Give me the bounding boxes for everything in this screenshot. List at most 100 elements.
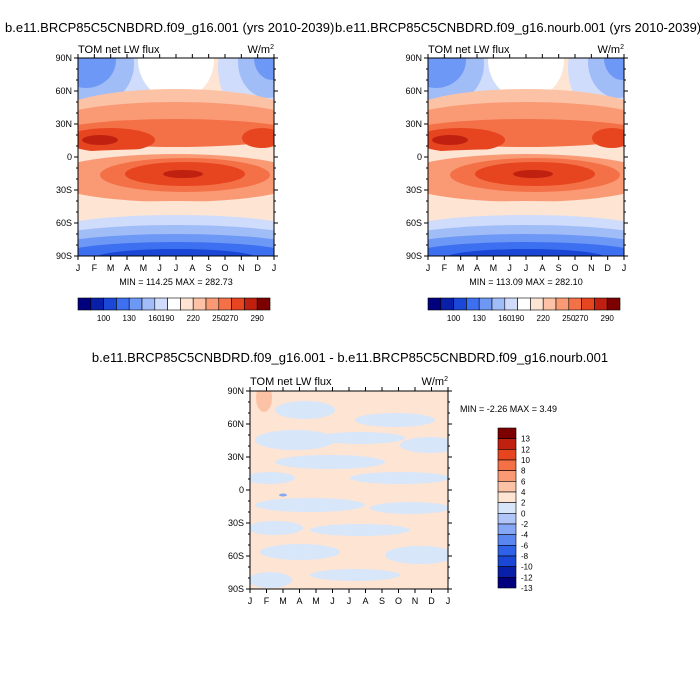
panel-3-y-tick-label: 60N — [227, 419, 244, 429]
panel-3-colorbar-swatch — [497, 555, 517, 567]
panel-3-colorbar-label: -12 — [521, 573, 533, 582]
panel-3-variable-label: TOM net LW flux — [250, 376, 332, 388]
panel-1-colorbar-label: 250 — [212, 314, 226, 323]
panel-3-y-tick-label: 90S — [228, 584, 244, 594]
panel-3-units: W/m2 — [421, 376, 448, 388]
panel-2-units-sup: 2 — [620, 44, 624, 51]
panel-3-colorbar-swatch — [497, 491, 517, 503]
panel-1-x-tick-label: S — [206, 263, 212, 273]
panel-1-colorbar-swatch — [77, 297, 92, 311]
panel-2-colorbar-swatch — [478, 297, 493, 311]
panel-1-x-tick-label: M — [107, 263, 115, 273]
panel-2-x-tick-label: O — [571, 263, 578, 273]
panel-2-colorbar: 100 130 160 190 220 250 270 290 — [427, 297, 621, 323]
panel-2-stats: MIN = 113.09 MAX = 282.10 — [469, 277, 582, 287]
panel-1-colorbar-label: 100 — [97, 314, 111, 323]
panel-3-y-tick-label: 30S — [228, 518, 244, 528]
panel-2-units-base: W/m — [597, 44, 620, 56]
panel-3-colorbar-label: 0 — [521, 509, 526, 518]
panel-1-units: W/m2 — [247, 44, 274, 56]
panel-2-y-tick-label: 0 — [417, 152, 422, 162]
panel-2-y-tick-label: 30S — [406, 185, 422, 195]
panel-2-y-tick-label: 60S — [406, 218, 422, 228]
panel-3-x-tick-label: F — [264, 596, 270, 606]
panel-1-title: b.e11.BRCP85C5CNBDRD.f09_g16.001 (yrs 20… — [5, 20, 334, 35]
panel-3-y-tick-label: 60S — [228, 551, 244, 561]
panel-2-x-tick-label: J — [524, 263, 529, 273]
panel-1-x-tick-label: J — [76, 263, 81, 273]
panel-1-colorbar-swatch — [90, 297, 104, 311]
panel-3-colorbar-label: -8 — [521, 552, 529, 561]
panel-2-colorbar-swatch — [517, 297, 531, 311]
panel-3-contours — [250, 391, 448, 588]
panel-3-colorbar-label: 4 — [521, 488, 526, 497]
panel-3-x-tick-label: A — [362, 596, 368, 606]
panel-3-colorbar-swatch — [497, 427, 517, 439]
panel-3-colorbar-swatch — [497, 545, 517, 557]
panel-2-y-tick-label: 90N — [405, 53, 422, 63]
panel-1-colorbar-label: 190 — [161, 314, 175, 323]
panel-1-y-tick-label: 60S — [56, 218, 72, 228]
panel-2-x-tick-label: J — [622, 263, 627, 273]
panel-1-colorbar-label: 270 — [225, 314, 239, 323]
panel-3-colorbar-label: 10 — [521, 456, 530, 465]
panel-2-x-tick-label: J — [507, 263, 512, 273]
panel-2-colorbar-swatch — [453, 297, 467, 311]
panel-1-colorbar-swatch — [141, 297, 156, 311]
panel-2-colorbar-label: 290 — [601, 314, 615, 323]
panel-3-colorbar-label: 2 — [521, 499, 526, 508]
panel-3-y-tick-label: 30N — [227, 452, 244, 462]
panel-2-x-tick-label: S — [556, 263, 562, 273]
panel-3-colorbar-label: -2 — [521, 520, 529, 529]
panel-1-y-tick-label: 60N — [55, 86, 72, 96]
panel-2-y-axis: 90N 60N 30N 0 30S 60S 90S — [405, 53, 628, 261]
panel-2-title: b.e11.BRCP85C5CNBDRD.f09_g16.nourb.001 (… — [335, 20, 700, 35]
panel-1-colorbar-swatch — [128, 297, 143, 311]
panel-1-y-tick-label: 30N — [55, 119, 72, 129]
panel-1-colorbar-label: 130 — [123, 314, 137, 323]
panel-1-plot — [78, 58, 274, 256]
panel-3-x-tick-label: A — [296, 596, 302, 606]
panel-3-x-tick-label: O — [395, 596, 402, 606]
panel-1-colorbar-swatch — [154, 297, 168, 311]
panel-3-colorbar-swatch — [497, 534, 517, 546]
panel-2-units: W/m2 — [597, 44, 624, 56]
panel-2-colorbar-swatch — [542, 297, 557, 311]
panel-2-y-tick-label: 60N — [405, 86, 422, 96]
panel-3-x-tick-label: N — [412, 596, 419, 606]
panel-3-colorbar-label: 6 — [521, 477, 526, 486]
panel-3-title: b.e11.BRCP85C5CNBDRD.f09_g16.001 - b.e11… — [92, 350, 608, 365]
panel-1-x-tick-label: M — [140, 263, 148, 273]
panel-2-colorbar-label: 160 — [498, 314, 512, 323]
panel-3-colorbar-swatch — [497, 481, 517, 493]
panel-1-colorbar-swatch — [192, 297, 207, 311]
panel-3-colorbar-swatch — [497, 449, 517, 461]
panel-1-colorbar-swatch — [231, 297, 245, 311]
panel-3-colorbar-label: -13 — [521, 584, 533, 593]
panel-2-y-tick-label: 90S — [406, 251, 422, 261]
panel-3-plot — [250, 391, 448, 589]
panel-1-colorbar-swatch — [167, 297, 181, 311]
panel-3-y-tick-label: 0 — [239, 485, 244, 495]
panel-3-x-tick-label: D — [428, 596, 435, 606]
panel-1-colorbar-swatch — [244, 297, 258, 311]
panel-3-colorbar-label: -4 — [521, 531, 529, 540]
panel-3-x-tick-label: M — [312, 596, 320, 606]
panel-3-colorbar-swatch — [497, 566, 517, 578]
panel-2-x-tick-label: A — [474, 263, 480, 273]
panel-1-x-tick-label: J — [272, 263, 277, 273]
panel-2-x-tick-label: N — [588, 263, 595, 273]
panel-3-y-axis: 90N 60N 30N 0 30S 60S 90S — [227, 386, 452, 594]
panel-3-colorbar-swatch — [497, 577, 517, 589]
panel-1-colorbar-swatch — [205, 297, 220, 311]
panel-3-colorbar-swatch — [497, 513, 517, 525]
panel-2: b.e11.BRCP85C5CNBDRD.f09_g16.nourb.001 (… — [335, 20, 700, 323]
panel-2-x-tick-label: F — [442, 263, 448, 273]
panel-1-contours — [78, 58, 274, 256]
panel-3-x-tick-label: J — [330, 596, 335, 606]
panel-3-colorbar-label: 12 — [521, 445, 530, 454]
panel-2-colorbar-label: 270 — [575, 314, 589, 323]
panel-1-stats: MIN = 114.25 MAX = 282.73 — [119, 277, 232, 287]
